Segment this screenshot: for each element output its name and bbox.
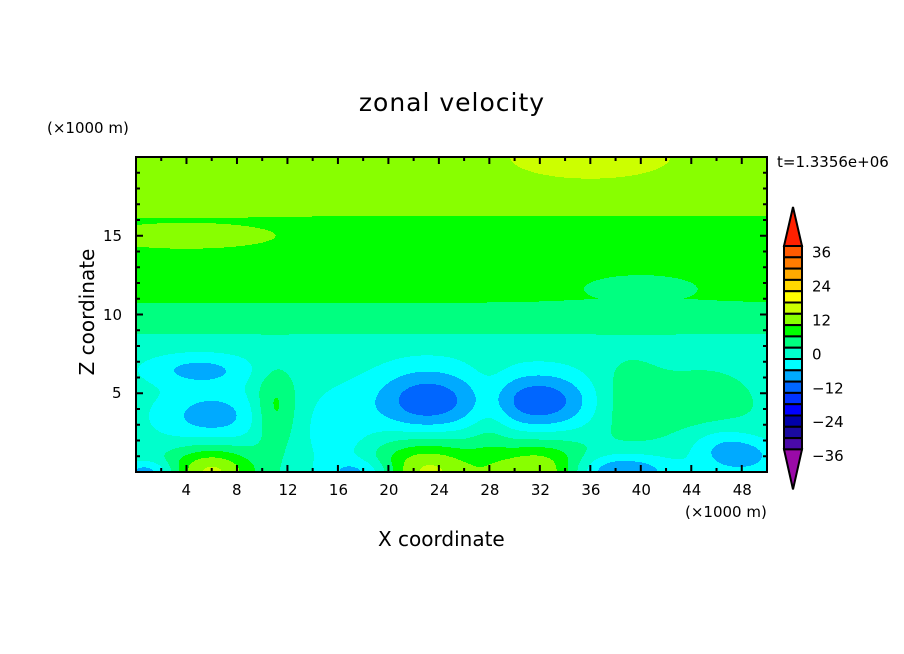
colorbar-swatch	[783, 312, 803, 327]
x-tick-label: 36	[581, 481, 601, 499]
colorbar-min-extension	[782, 448, 804, 490]
colorbar-swatch	[783, 346, 803, 360]
colorbar-label: 12	[812, 311, 831, 329]
x-tick-label: 48	[732, 481, 752, 499]
colorbar-swatch	[783, 358, 803, 372]
y-axis-label: Z coordinate	[75, 248, 99, 376]
x-tick-label: 44	[682, 481, 702, 499]
plot-border	[135, 156, 768, 473]
contour-field	[136, 157, 767, 472]
colorbar-swatch	[783, 369, 803, 383]
x-tick-label: 20	[379, 481, 399, 499]
colorbar-swatch	[783, 278, 803, 293]
x-tick-label: 40	[631, 481, 651, 499]
colorbar-swatch	[783, 391, 803, 406]
colorbar-swatch	[783, 245, 803, 259]
x-tick-label: 16	[328, 481, 348, 499]
y-tick-label: 15	[103, 226, 123, 245]
plot-area	[135, 156, 768, 473]
colorbar-swatch	[783, 324, 803, 338]
y-axis-unit: (×1000 m)	[47, 119, 129, 137]
colorbar-swatch	[783, 301, 803, 315]
chart-title: zonal velocity	[358, 88, 546, 117]
y-tick-label: 5	[112, 384, 122, 403]
x-tick-label: 32	[530, 481, 550, 499]
colorbar-swatch	[783, 380, 803, 394]
x-axis-label: X coordinate	[378, 527, 505, 551]
time-label: t=1.3356e+06	[777, 153, 889, 171]
x-tick-label: 28	[480, 481, 500, 499]
colorbar-max-extension	[782, 206, 804, 247]
x-tick-label: 12	[278, 481, 298, 499]
colorbar-label: −36	[812, 447, 844, 465]
colorbar-swatch	[783, 437, 803, 451]
colorbar-label: −12	[812, 379, 844, 397]
colorbar-swatch	[783, 290, 803, 304]
plot-frame	[135, 156, 768, 473]
colorbar-label: −24	[812, 413, 844, 431]
colorbar-swatch	[783, 414, 803, 428]
colorbar-swatch	[783, 335, 803, 349]
colorbar-swatch	[783, 403, 803, 417]
colorbar: 36 24 12 0 −12 −24 −36	[782, 206, 844, 490]
x-tick-label: 24	[429, 481, 449, 499]
colorbar-swatch	[783, 256, 803, 270]
x-tick-label: 8	[231, 481, 242, 499]
colorbar-label: 24	[812, 278, 831, 296]
colorbar-label: 36	[812, 244, 831, 262]
y-tick-label: 10	[103, 305, 123, 324]
colorbar-swatch	[783, 425, 803, 440]
colorbar-label: 0	[812, 345, 822, 363]
x-axis-unit: (×1000 m)	[685, 503, 767, 521]
x-tick-label: 4	[181, 481, 192, 499]
colorbar-swatch	[783, 267, 803, 281]
